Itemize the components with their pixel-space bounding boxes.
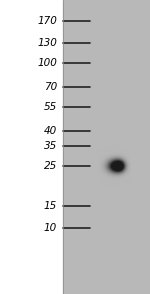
Text: 15: 15 [44, 201, 57, 211]
Text: 25: 25 [44, 161, 57, 171]
Text: 35: 35 [44, 141, 57, 151]
Text: 170: 170 [37, 16, 57, 26]
Text: 40: 40 [44, 126, 57, 136]
Text: 130: 130 [37, 38, 57, 48]
Text: 70: 70 [44, 82, 57, 92]
Text: 55: 55 [44, 102, 57, 112]
Text: 10: 10 [44, 223, 57, 233]
Bar [0, 0, 63, 294]
Text: 100: 100 [37, 58, 57, 68]
Bar [63, 0, 150, 294]
